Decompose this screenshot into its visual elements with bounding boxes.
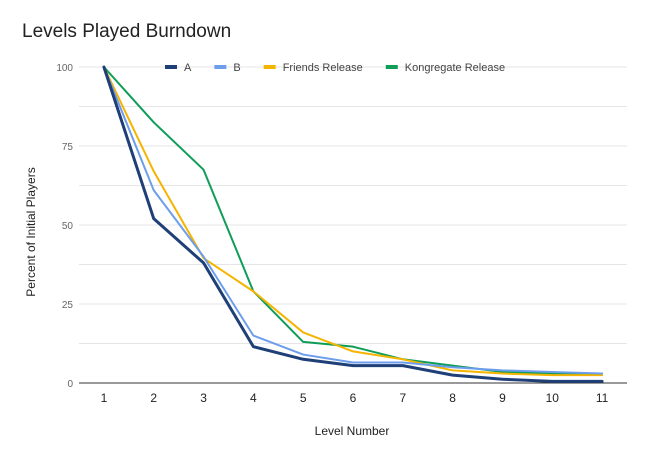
x-tick-label: 4 [250, 391, 257, 405]
x-tick-label: 11 [596, 391, 609, 405]
y-axis-label: Percent of Initial Players [24, 167, 38, 296]
legend: A B Friends Release Kongregate Release [165, 62, 505, 74]
axes: 0 25 50 75 100 1 2 3 4 5 6 7 8 9 10 11 [56, 63, 627, 405]
y-tick-label: 100 [56, 63, 73, 74]
legend-label: Friends Release [283, 62, 363, 74]
y-tick-label: 0 [67, 379, 73, 390]
x-tick-label: 2 [150, 391, 157, 405]
x-tick-label: 9 [499, 391, 506, 405]
series-line-a [102, 65, 604, 383]
x-tick-label: 5 [300, 391, 307, 405]
y-tick-label: 75 [62, 142, 74, 153]
series-line-friends-release [102, 66, 604, 377]
legend-label: A [184, 62, 192, 74]
x-tick-label: 6 [350, 391, 357, 405]
y-tick-label: 25 [62, 300, 74, 311]
series-line-kongregate-release [102, 66, 604, 375]
x-tick-label: 3 [200, 391, 207, 405]
series-lines [102, 65, 604, 383]
legend-label: B [233, 62, 240, 74]
x-tick-label: 8 [449, 391, 456, 405]
x-tick-label: 1 [101, 391, 108, 405]
chart-title: Levels Played Burndown [22, 21, 232, 42]
x-tick-label: 7 [399, 391, 406, 405]
gridlines [79, 66, 627, 344]
series-line-b [102, 66, 604, 375]
x-axis-label: Level Number [315, 424, 390, 438]
x-tick-label: 10 [546, 391, 560, 405]
legend-label: Kongregate Release [405, 62, 505, 74]
y-tick-label: 50 [62, 221, 74, 232]
